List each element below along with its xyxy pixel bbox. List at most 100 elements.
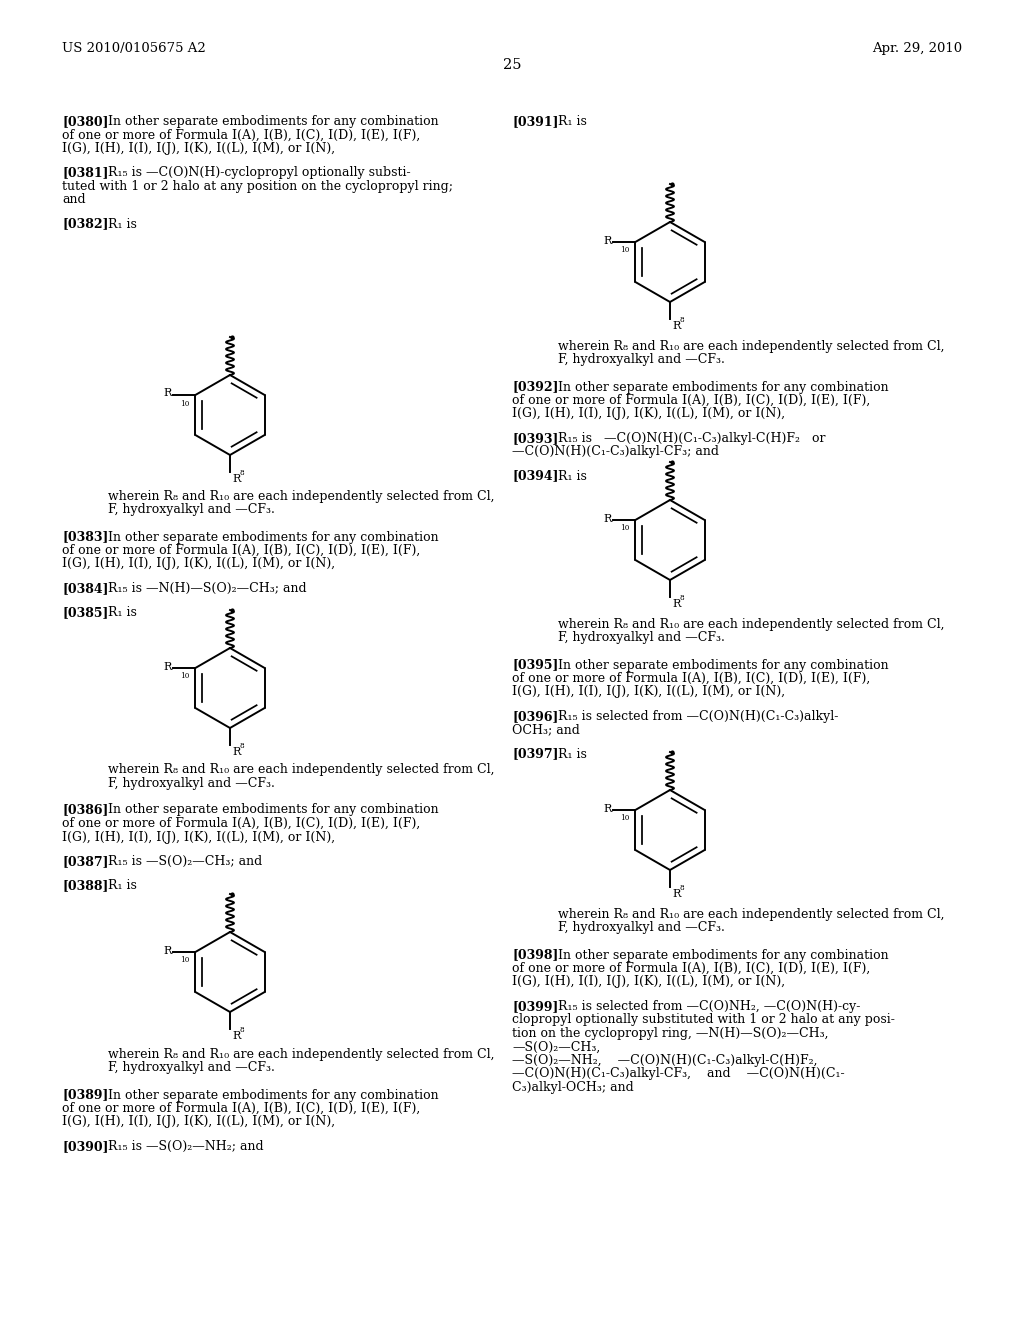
Text: R: R [232, 1031, 241, 1041]
Text: R₁₅ is —S(O)₂—NH₂; and: R₁₅ is —S(O)₂—NH₂; and [108, 1139, 263, 1152]
Text: F, hydroxyalkyl and —CF₃.: F, hydroxyalkyl and —CF₃. [558, 354, 725, 367]
Text: [0383]: [0383] [62, 531, 109, 544]
Text: wherein R₈ and R₁₀ are each independently selected from Cl,: wherein R₈ and R₁₀ are each independentl… [558, 341, 944, 352]
Text: R: R [672, 321, 681, 331]
Text: of one or more of Formula I(A), I(B), I(C), I(D), I(E), I(F),: of one or more of Formula I(A), I(B), I(… [62, 128, 420, 141]
Text: —S(O)₂—CH₃,: —S(O)₂—CH₃, [512, 1040, 600, 1053]
Text: —C(O)N(H)(C₁-C₃)alkyl-CF₃; and: —C(O)N(H)(C₁-C₃)alkyl-CF₃; and [512, 445, 719, 458]
Text: 8: 8 [240, 742, 245, 750]
Text: R₁ is: R₁ is [558, 470, 587, 483]
Text: R: R [604, 804, 612, 813]
Text: I(G), I(H), I(I), I(J), I(K), I((L), I(M), or I(N),: I(G), I(H), I(I), I(J), I(K), I((L), I(M… [62, 1115, 335, 1129]
Text: 10: 10 [621, 247, 630, 255]
Text: 8: 8 [680, 884, 685, 892]
Text: of one or more of Formula I(A), I(B), I(C), I(D), I(E), I(F),: of one or more of Formula I(A), I(B), I(… [512, 393, 870, 407]
Text: of one or more of Formula I(A), I(B), I(C), I(D), I(E), I(F),: of one or more of Formula I(A), I(B), I(… [62, 817, 420, 830]
Text: In other separate embodiments for any combination: In other separate embodiments for any co… [558, 949, 889, 961]
Text: I(G), I(H), I(I), I(J), I(K), I((L), I(M), or I(N),: I(G), I(H), I(I), I(J), I(K), I((L), I(M… [512, 408, 785, 421]
Text: R: R [672, 599, 681, 609]
Text: 10: 10 [180, 672, 189, 681]
Text: C₃)alkyl-OCH₃; and: C₃)alkyl-OCH₃; and [512, 1081, 634, 1094]
Text: Apr. 29, 2010: Apr. 29, 2010 [871, 42, 962, 55]
Text: R: R [164, 388, 172, 399]
Text: 8: 8 [240, 1026, 245, 1034]
Text: wherein R₈ and R₁₀ are each independently selected from Cl,: wherein R₈ and R₁₀ are each independentl… [108, 763, 495, 776]
Text: wherein R₈ and R₁₀ are each independently selected from Cl,: wherein R₈ and R₁₀ are each independentl… [108, 490, 495, 503]
Text: [0389]: [0389] [62, 1089, 109, 1101]
Text: 8: 8 [680, 594, 685, 602]
Text: R: R [164, 661, 172, 672]
Text: F, hydroxyalkyl and —CF₃.: F, hydroxyalkyl and —CF₃. [108, 776, 274, 789]
Text: of one or more of Formula I(A), I(B), I(C), I(D), I(E), I(F),: of one or more of Formula I(A), I(B), I(… [62, 1102, 420, 1115]
Text: [0381]: [0381] [62, 166, 109, 180]
Text: In other separate embodiments for any combination: In other separate embodiments for any co… [108, 804, 438, 817]
Text: [0380]: [0380] [62, 115, 109, 128]
Text: R₁ is: R₁ is [108, 606, 137, 619]
Text: I(G), I(H), I(I), I(J), I(K), I((L), I(M), or I(N),: I(G), I(H), I(I), I(J), I(K), I((L), I(M… [62, 143, 335, 154]
Text: R₁₅ is —C(O)N(H)-cyclopropyl optionally substi-: R₁₅ is —C(O)N(H)-cyclopropyl optionally … [108, 166, 411, 180]
Text: I(G), I(H), I(I), I(J), I(K), I((L), I(M), or I(N),: I(G), I(H), I(I), I(J), I(K), I((L), I(M… [512, 975, 785, 989]
Text: F, hydroxyalkyl and —CF₃.: F, hydroxyalkyl and —CF₃. [108, 503, 274, 516]
Text: [0387]: [0387] [62, 855, 109, 867]
Text: F, hydroxyalkyl and —CF₃.: F, hydroxyalkyl and —CF₃. [108, 1061, 274, 1074]
Text: wherein R₈ and R₁₀ are each independently selected from Cl,: wherein R₈ and R₁₀ are each independentl… [108, 1048, 495, 1061]
Text: 10: 10 [621, 524, 630, 532]
Text: I(G), I(H), I(I), I(J), I(K), I((L), I(M), or I(N),: I(G), I(H), I(I), I(J), I(K), I((L), I(M… [512, 685, 785, 698]
Text: R₁₅ is selected from —C(O)NH₂, —C(O)N(H)-cy-: R₁₅ is selected from —C(O)NH₂, —C(O)N(H)… [558, 999, 860, 1012]
Text: R₁₅ is selected from —C(O)N(H)(C₁-C₃)alkyl-: R₁₅ is selected from —C(O)N(H)(C₁-C₃)alk… [558, 710, 839, 723]
Text: In other separate embodiments for any combination: In other separate embodiments for any co… [558, 380, 889, 393]
Text: 10: 10 [621, 814, 630, 822]
Text: US 2010/0105675 A2: US 2010/0105675 A2 [62, 42, 206, 55]
Text: [0385]: [0385] [62, 606, 109, 619]
Text: R₁ is: R₁ is [558, 115, 587, 128]
Text: F, hydroxyalkyl and —CF₃.: F, hydroxyalkyl and —CF₃. [558, 631, 725, 644]
Text: R: R [164, 945, 172, 956]
Text: [0390]: [0390] [62, 1139, 109, 1152]
Text: [0386]: [0386] [62, 804, 109, 817]
Text: In other separate embodiments for any combination: In other separate embodiments for any co… [108, 1089, 438, 1101]
Text: F, hydroxyalkyl and —CF₃.: F, hydroxyalkyl and —CF₃. [558, 921, 725, 935]
Text: of one or more of Formula I(A), I(B), I(C), I(D), I(E), I(F),: of one or more of Formula I(A), I(B), I(… [62, 544, 420, 557]
Text: 8: 8 [240, 469, 245, 477]
Text: clopropyl optionally substituted with 1 or 2 halo at any posi-: clopropyl optionally substituted with 1 … [512, 1014, 895, 1027]
Text: [0398]: [0398] [512, 949, 558, 961]
Text: [0391]: [0391] [512, 115, 558, 128]
Text: R₁ is: R₁ is [108, 218, 137, 231]
Text: 10: 10 [180, 400, 189, 408]
Text: R: R [232, 747, 241, 756]
Text: [0397]: [0397] [512, 747, 558, 760]
Text: R₁₅ is —S(O)₂—CH₃; and: R₁₅ is —S(O)₂—CH₃; and [108, 855, 262, 867]
Text: R: R [232, 474, 241, 484]
Text: In other separate embodiments for any combination: In other separate embodiments for any co… [108, 115, 438, 128]
Text: 10: 10 [180, 957, 189, 965]
Text: [0384]: [0384] [62, 582, 109, 595]
Text: [0399]: [0399] [512, 999, 558, 1012]
Text: [0388]: [0388] [62, 879, 109, 892]
Text: tion on the cyclopropyl ring, —N(H)—S(O)₂—CH₃,: tion on the cyclopropyl ring, —N(H)—S(O)… [512, 1027, 828, 1040]
Text: In other separate embodiments for any combination: In other separate embodiments for any co… [558, 659, 889, 672]
Text: of one or more of Formula I(A), I(B), I(C), I(D), I(E), I(F),: of one or more of Formula I(A), I(B), I(… [512, 962, 870, 975]
Text: and: and [62, 193, 86, 206]
Text: R: R [604, 513, 612, 524]
Text: [0396]: [0396] [512, 710, 558, 723]
Text: R₁ is: R₁ is [108, 879, 137, 892]
Text: —S(O)₂—NH₂,    —C(O)N(H)(C₁-C₃)alkyl-C(H)F₂,: —S(O)₂—NH₂, —C(O)N(H)(C₁-C₃)alkyl-C(H)F₂… [512, 1053, 817, 1067]
Text: R₁₅ is   —C(O)N(H)(C₁-C₃)alkyl-C(H)F₂   or: R₁₅ is —C(O)N(H)(C₁-C₃)alkyl-C(H)F₂ or [558, 432, 825, 445]
Text: R₁₅ is —N(H)—S(O)₂—CH₃; and: R₁₅ is —N(H)—S(O)₂—CH₃; and [108, 582, 306, 595]
Text: In other separate embodiments for any combination: In other separate embodiments for any co… [108, 531, 438, 544]
Text: [0394]: [0394] [512, 470, 558, 483]
Text: [0393]: [0393] [512, 432, 558, 445]
Text: [0392]: [0392] [512, 380, 558, 393]
Text: [0395]: [0395] [512, 659, 558, 672]
Text: R₁ is: R₁ is [558, 747, 587, 760]
Text: wherein R₈ and R₁₀ are each independently selected from Cl,: wherein R₈ and R₁₀ are each independentl… [558, 618, 944, 631]
Text: wherein R₈ and R₁₀ are each independently selected from Cl,: wherein R₈ and R₁₀ are each independentl… [558, 908, 944, 921]
Text: R: R [672, 888, 681, 899]
Text: tuted with 1 or 2 halo at any position on the cyclopropyl ring;: tuted with 1 or 2 halo at any position o… [62, 180, 453, 193]
Text: R: R [604, 235, 612, 246]
Text: I(G), I(H), I(I), I(J), I(K), I((L), I(M), or I(N),: I(G), I(H), I(I), I(J), I(K), I((L), I(M… [62, 830, 335, 843]
Text: of one or more of Formula I(A), I(B), I(C), I(D), I(E), I(F),: of one or more of Formula I(A), I(B), I(… [512, 672, 870, 685]
Text: I(G), I(H), I(I), I(J), I(K), I((L), I(M), or I(N),: I(G), I(H), I(I), I(J), I(K), I((L), I(M… [62, 557, 335, 570]
Text: OCH₃; and: OCH₃; and [512, 723, 580, 737]
Text: —C(O)N(H)(C₁-C₃)alkyl-CF₃,    and    —C(O)N(H)(C₁-: —C(O)N(H)(C₁-C₃)alkyl-CF₃, and —C(O)N(H)… [512, 1068, 845, 1080]
